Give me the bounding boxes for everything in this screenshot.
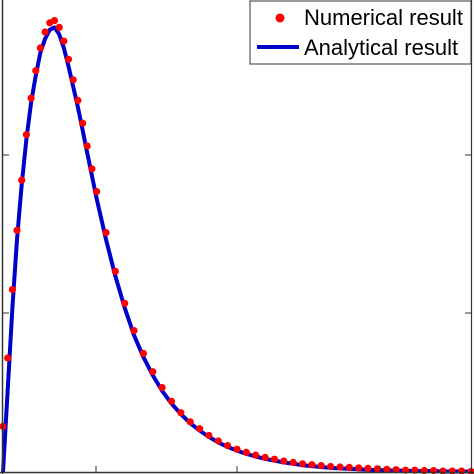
data-point-numerical	[270, 455, 278, 463]
data-point-numerical	[130, 327, 138, 335]
data-point-numerical	[111, 267, 119, 275]
data-point-numerical	[0, 422, 7, 430]
data-point-numerical	[88, 165, 96, 173]
data-point-numerical	[392, 466, 400, 474]
data-point-numerical	[355, 464, 363, 472]
data-point-numerical	[13, 226, 21, 234]
data-point-numerical	[289, 458, 297, 466]
data-point-numerical	[261, 453, 269, 461]
data-point-numerical	[280, 457, 288, 465]
data-point-numerical	[345, 463, 353, 471]
data-point-numerical	[22, 131, 30, 139]
data-point-numerical	[373, 465, 381, 473]
data-point-numerical	[214, 437, 222, 445]
legend-marker-numerical	[275, 13, 285, 23]
data-point-numerical	[327, 462, 335, 471]
data-point-numerical	[79, 119, 87, 127]
data-point-numerical	[158, 384, 166, 392]
data-point-numerical	[336, 463, 344, 471]
legend-label-analytical: Analytical result	[304, 35, 458, 60]
data-point-numerical	[317, 462, 325, 470]
data-point-numerical	[308, 461, 316, 469]
data-point-numerical	[50, 17, 59, 25]
data-point-numerical	[139, 349, 147, 357]
data-point-numerical	[233, 445, 241, 453]
data-point-numerical	[4, 354, 12, 362]
data-point-numerical	[74, 96, 82, 104]
data-point-numerical	[177, 409, 185, 417]
data-point-numerical	[18, 176, 26, 184]
data-point-numerical	[252, 451, 260, 459]
data-point-numerical	[83, 142, 91, 150]
legend: Numerical result Analytical result	[249, 0, 472, 65]
data-point-numerical	[69, 76, 77, 84]
data-point-numerical	[60, 37, 68, 45]
series-layer	[0, 17, 474, 474]
data-point-numerical	[27, 94, 35, 102]
data-point-numerical	[298, 460, 307, 468]
data-point-numerical	[64, 55, 73, 63]
data-point-numerical	[102, 229, 110, 237]
tick-marks	[2, 154, 472, 473]
data-point-numerical	[224, 442, 232, 450]
data-point-numerical	[383, 465, 391, 473]
legend-box	[249, 0, 472, 65]
data-point-numerical	[32, 67, 40, 75]
data-point-numerical	[55, 23, 63, 31]
data-point-numerical	[167, 397, 176, 405]
data-point-numerical	[41, 28, 49, 36]
data-point-numerical	[149, 368, 157, 376]
data-point-numerical	[93, 188, 101, 196]
data-point-numerical	[8, 286, 16, 294]
data-point-numerical	[121, 299, 129, 307]
data-point-numerical	[242, 448, 250, 456]
legend-label-numerical: Numerical result	[304, 5, 463, 30]
data-point-numerical	[364, 464, 372, 472]
data-point-numerical	[186, 418, 194, 426]
data-point-numerical	[205, 431, 213, 440]
data-point-numerical	[196, 425, 204, 433]
data-point-numerical	[36, 44, 45, 52]
